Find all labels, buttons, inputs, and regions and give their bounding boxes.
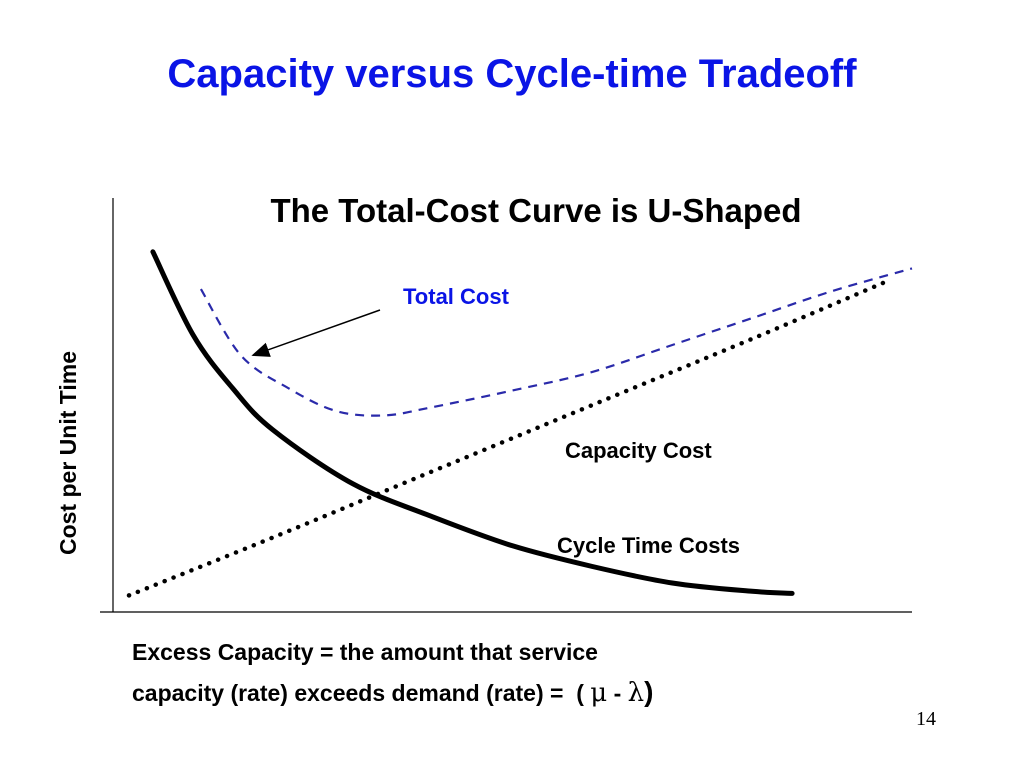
caption-line-2: capacity (rate) exceeds demand (rate) = … xyxy=(132,672,653,713)
series-cycle-time-costs xyxy=(150,249,795,596)
mu-symbol: μ xyxy=(590,678,608,708)
slide-title: Capacity versus Cycle-time Tradeoff xyxy=(167,52,857,96)
series-total-cost xyxy=(199,267,913,417)
caption-line-1: Excess Capacity = the amount that servic… xyxy=(132,639,598,665)
excess-capacity-caption: Excess Capacity = the amount that servic… xyxy=(132,632,653,713)
minus-sign: - xyxy=(607,680,628,706)
label-total-cost: Total Cost xyxy=(403,284,510,309)
caption-line-2-text: capacity (rate) exceeds demand (rate) = … xyxy=(132,680,591,706)
label-cycle-time-costs: Cycle Time Costs xyxy=(557,533,740,558)
chart-title: The Total-Cost Curve is U-Shaped xyxy=(270,192,801,229)
lambda-symbol: λ xyxy=(627,678,645,708)
label-capacity-cost: Capacity Cost xyxy=(565,438,712,463)
close-paren: ) xyxy=(644,676,654,707)
y-axis-label: Cost per Unit Time xyxy=(55,351,81,555)
total-cost-arrow xyxy=(251,309,381,357)
series-capacity-cost xyxy=(126,278,891,598)
page-number: 14 xyxy=(916,708,936,730)
